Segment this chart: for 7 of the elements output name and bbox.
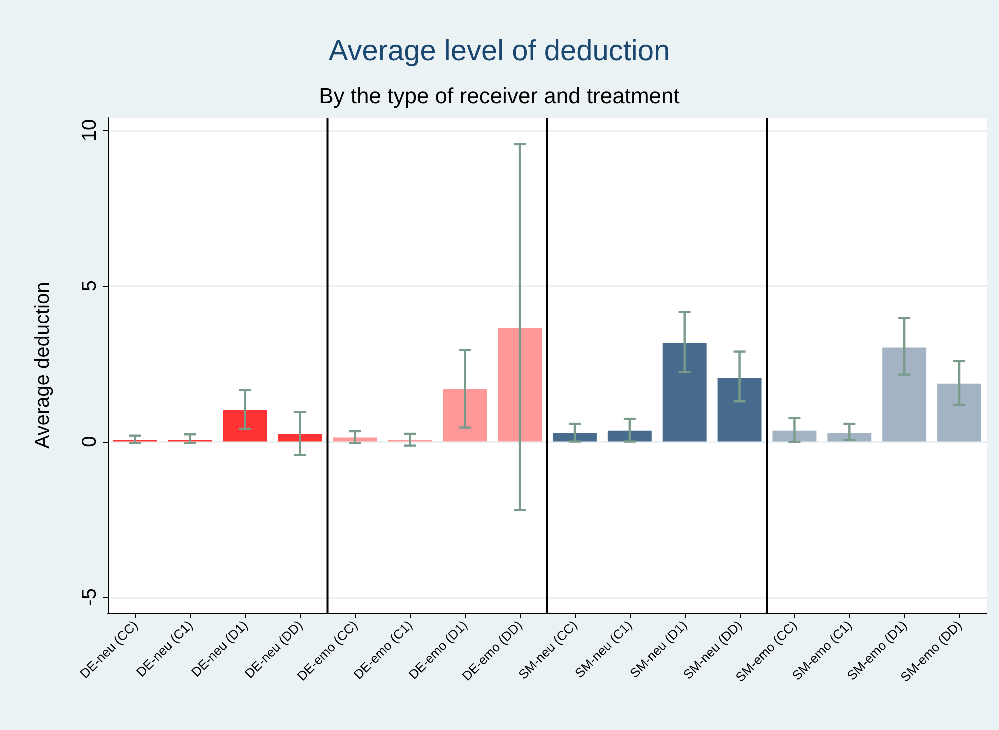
chart-subtitle: By the type of receiver and treatment bbox=[319, 84, 680, 108]
y-tick-label: -5 bbox=[79, 588, 101, 606]
y-axis-title: Average deduction bbox=[32, 282, 54, 449]
y-tick-label: 5 bbox=[79, 280, 101, 292]
chart-title: Average level of deduction bbox=[328, 36, 670, 68]
y-tick-label: 0 bbox=[79, 436, 101, 448]
y-tick-label: 10 bbox=[79, 119, 101, 142]
